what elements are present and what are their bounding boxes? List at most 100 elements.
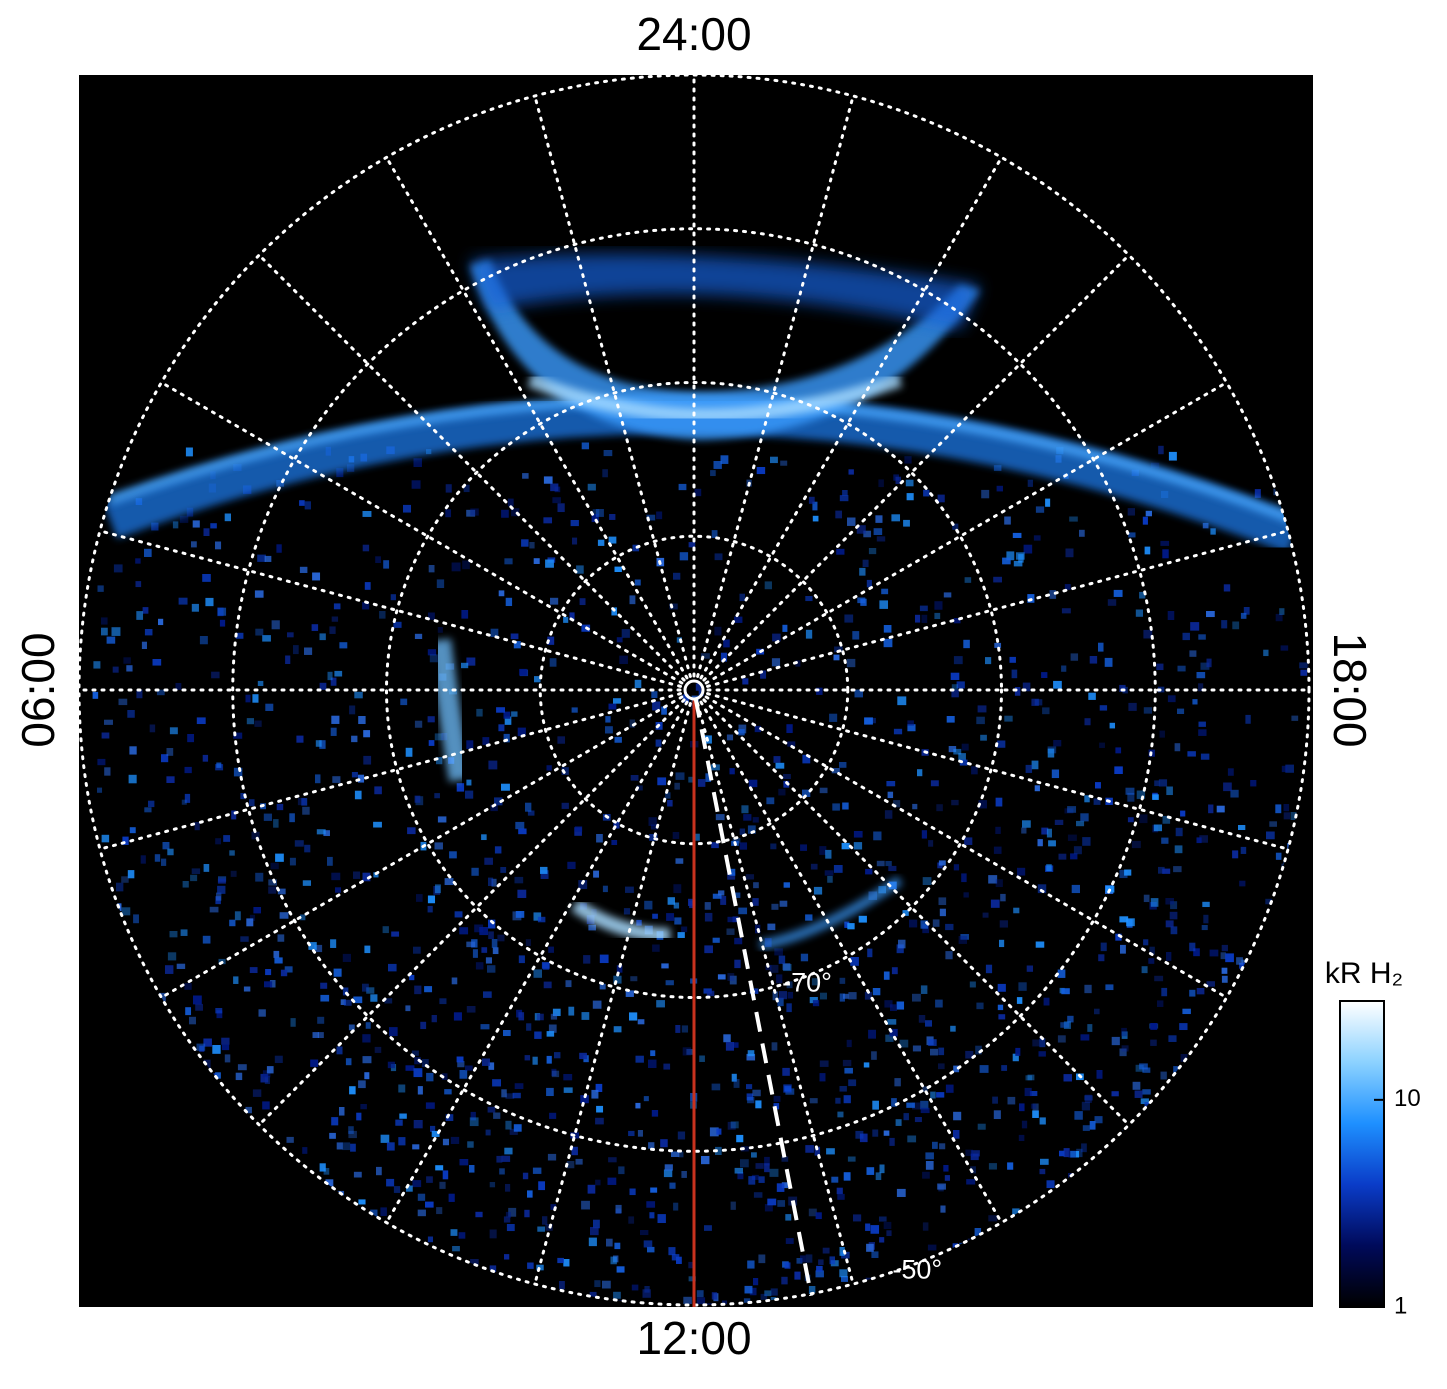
emission-pixel: [527, 810, 535, 816]
emission-pixel: [525, 939, 531, 946]
emission-pixel: [475, 962, 484, 970]
emission-pixel: [907, 724, 916, 732]
emission-pixel: [1189, 650, 1197, 657]
emission-pixel: [829, 1256, 836, 1265]
emission-pixel: [505, 1211, 511, 1218]
emission-pixel: [518, 955, 525, 964]
emission-pixel: [92, 691, 99, 699]
emission-pixel: [332, 776, 341, 783]
emission-pixel: [842, 802, 849, 810]
emission-pixel: [1269, 821, 1278, 827]
emission-pixel: [279, 912, 289, 919]
emission-pixel: [409, 974, 415, 981]
emission-pixel: [693, 833, 700, 841]
emission-pixel: [557, 1257, 564, 1264]
emission-pixel: [809, 997, 818, 1004]
emission-pixel: [362, 872, 371, 882]
emission-pixel: [269, 980, 276, 988]
emission-pixel: [488, 1062, 495, 1070]
emission-pixel: [688, 542, 696, 548]
emission-pixel: [922, 1086, 928, 1092]
emission-pixel: [1182, 1008, 1191, 1015]
emission-pixel: [726, 928, 735, 935]
emission-pixel: [1081, 1143, 1087, 1153]
emission-pixel: [997, 740, 1006, 748]
emission-pixel: [1281, 765, 1288, 773]
emission-pixel: [522, 1172, 529, 1180]
emission-pixel: [166, 776, 175, 783]
emission-pixel: [936, 804, 943, 812]
emission-pixel: [1166, 786, 1173, 796]
emission-pixel: [302, 880, 312, 886]
emission-pixel: [428, 612, 435, 620]
emission-pixel: [542, 1216, 548, 1225]
emission-pixel: [517, 889, 527, 898]
emission-pixel: [922, 1171, 930, 1179]
emission-pixel: [549, 1112, 557, 1119]
emission-pixel: [1109, 722, 1116, 729]
emission-pixel: [1280, 645, 1289, 651]
emission-pixel: [1245, 714, 1251, 724]
emission-pixel: [1156, 663, 1164, 671]
emission-pixel: [581, 442, 590, 450]
emission-pixel: [637, 1130, 643, 1137]
emission-pixel: [786, 981, 793, 989]
emission-pixel: [348, 1024, 355, 1031]
emission-pixel: [657, 777, 667, 786]
emission-pixel: [444, 878, 454, 886]
emission-pixel: [412, 1144, 420, 1150]
emission-pixel: [713, 461, 722, 469]
emission-pixel: [450, 1229, 458, 1236]
emission-pixel: [1042, 707, 1050, 715]
emission-pixel: [899, 1039, 909, 1048]
emission-pixel: [711, 1292, 718, 1300]
emission-pixel: [1026, 965, 1034, 972]
emission-pixel: [1124, 869, 1132, 876]
emission-pixel: [937, 1183, 946, 1190]
emission-pixel: [1034, 785, 1040, 792]
emission-pixel: [315, 774, 321, 784]
emission-pixel: [320, 994, 330, 1002]
emission-pixel: [333, 603, 341, 610]
emission-pixel: [345, 1058, 352, 1066]
emission-pixel: [129, 746, 137, 755]
emission-pixel: [362, 1034, 371, 1043]
emission-pixel: [704, 902, 711, 910]
emission-pixel: [650, 824, 658, 830]
emission-pixel: [470, 508, 479, 516]
emission-pixel: [501, 1155, 511, 1162]
emission-pixel: [928, 1039, 937, 1046]
emission-pixel: [572, 537, 578, 545]
emission-pixel: [427, 895, 436, 904]
emission-pixel: [646, 1201, 656, 1208]
emission-pixel: [503, 711, 511, 719]
emission-pixel: [1283, 812, 1291, 820]
emission-pixel: [982, 912, 989, 918]
emission-pixel: [920, 1100, 929, 1110]
emission-pixel: [700, 653, 710, 659]
emission-pixel: [771, 1042, 778, 1051]
emission-pixel: [1040, 1158, 1049, 1165]
emission-pixel: [671, 1151, 680, 1157]
emission-pixel: [370, 1209, 378, 1218]
emission-pixel: [416, 894, 423, 902]
emission-pixel: [1160, 1071, 1167, 1080]
emission-pixel: [961, 873, 967, 883]
emission-pixel: [1165, 920, 1174, 928]
emission-pixel: [490, 628, 499, 638]
local-time-spoke: [706, 529, 1290, 688]
emission-pixel: [166, 748, 174, 756]
overlay-layer: -70° -50°: [683, 679, 942, 1307]
emission-pixel: [883, 971, 890, 980]
emission-pixel: [113, 564, 123, 573]
emission-pixel: [483, 991, 492, 998]
emission-pixel: [223, 835, 231, 842]
emission-pixel: [435, 1165, 444, 1171]
emission-pixel: [993, 1110, 1001, 1120]
emission-pixel: [711, 530, 718, 538]
emission-pixel: [123, 657, 131, 664]
local-time-label: 18:00: [1324, 632, 1376, 747]
emission-pixel: [809, 1098, 818, 1104]
emission-pixel: [527, 1190, 533, 1198]
emission-pixel: [1200, 662, 1210, 670]
